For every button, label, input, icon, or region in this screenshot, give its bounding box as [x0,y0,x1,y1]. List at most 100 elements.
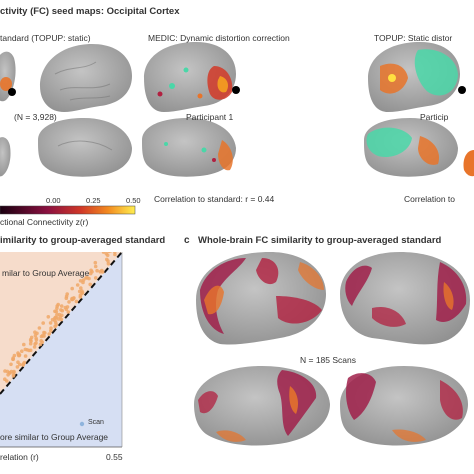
scatter-point [39,339,43,343]
scatter-point [12,353,17,358]
group-n-label: (N = 3,928) [14,112,57,122]
colorbar-label: ctional Connectivity z(r) [0,217,89,227]
scatter-point [65,292,69,296]
scatter-point [41,321,45,325]
upper-region-label: milar to Group Average [2,268,90,278]
scatter-point [33,333,38,338]
column-label-medic: MEDIC: Dynamic distortion correction [148,33,290,43]
scatter-point [105,253,110,258]
scatter-point [17,353,22,358]
scatter-points [3,247,117,383]
scatter-point [77,289,82,294]
scatter-point [53,324,57,329]
scatter-point [74,299,79,304]
brain-standard-lateral-main [40,44,132,112]
brain-topup-partial-right [463,150,474,177]
colorbar [0,205,136,215]
scatter-point [34,336,38,341]
brain-c-right-lateral [340,252,470,345]
scatter-point [71,296,76,301]
scatter-point [54,315,59,320]
scatter-point [53,318,57,323]
scatter-point [5,369,10,374]
scatter-point [87,276,91,281]
scatter-point [107,252,111,254]
legend-label: Scan [88,419,104,426]
scatter-point [48,321,53,325]
brain-c-left-medial [194,366,330,446]
scatter-point [66,310,71,314]
panel-c-n-label: N = 185 Scans [300,355,356,365]
scatter-point [93,260,98,265]
scatter-point [46,315,51,319]
scatter-point [20,349,24,354]
brain-standard-medial-main [38,118,132,177]
scatter-point [22,342,26,347]
colorbar-tick-0: 0.00 [46,196,61,205]
scatter-point [89,268,93,273]
scatter-point [21,363,25,367]
scatter-point [60,308,65,313]
scatter-point [88,282,92,287]
scatter-point [29,339,33,343]
scatter-point [95,268,99,273]
scatter-point [56,302,60,307]
scatter-point [70,286,74,291]
brain-c-left-lateral [196,252,326,345]
scatter-point [54,309,59,314]
scatter-point [59,317,64,322]
scatter-point [113,252,117,257]
brain-topup-lateral [368,42,466,112]
legend-marker [79,421,85,427]
scatter-point [47,332,51,336]
scatter-point [28,341,33,346]
scatter-point [67,300,71,304]
correlation-topup: Correlation to [404,194,456,204]
scatter-point [81,278,86,282]
column-label-topup: TOPUP: Static distor [374,33,453,43]
lower-region [0,252,122,447]
scatter-point [42,330,46,335]
lower-region-label: ore similar to Group Average [0,432,109,442]
scatter-point [12,369,16,374]
brain-topup-medial [364,118,458,177]
scatter-point [40,333,45,338]
x-axis-label: relation (r) [0,452,39,462]
correlation-medic: Correlation to standard: r = 0.44 [154,194,275,204]
scatter-point [33,330,37,335]
brain-standard-lateral [0,51,16,102]
scatter-point [23,354,28,358]
scatter-point [75,283,80,287]
scatter-point [64,307,69,312]
identity-line [0,252,122,395]
colorbar-tick-1: 0.25 [86,196,101,205]
x-axis-max-tick: 0.55 [106,452,123,462]
colorbar-tick-2: 0.50 [126,196,141,205]
scatter-point [9,362,13,367]
panel-c-title: Whole-brain FC similarity to group-avera… [198,235,442,246]
scatter-point [18,362,22,367]
scatter-point [6,373,10,377]
brain-medic-medial [142,118,236,177]
scatter-point [93,276,98,280]
scatter-point [11,357,15,362]
participant-label-topup: Particip [420,112,449,122]
scatter-point [15,365,20,369]
scatter-point [49,326,53,331]
scatter-point [5,379,9,383]
scatter-point [105,247,109,251]
scatter-point [37,326,42,330]
scatter-point [28,348,33,353]
scatter-point [79,286,83,290]
scatter-point [23,347,28,352]
scatter-point [78,293,83,298]
panel-c-letter: c [184,235,190,246]
scatter-point [59,304,64,308]
scatter-point [32,345,37,349]
scatter-point [34,341,38,345]
panel-b-title: imilarity to group-averaged standard [0,235,166,246]
scatter-point [55,312,59,317]
scatter-point [88,271,93,276]
column-label-standard: tandard (TOPUP: static) [0,33,91,43]
